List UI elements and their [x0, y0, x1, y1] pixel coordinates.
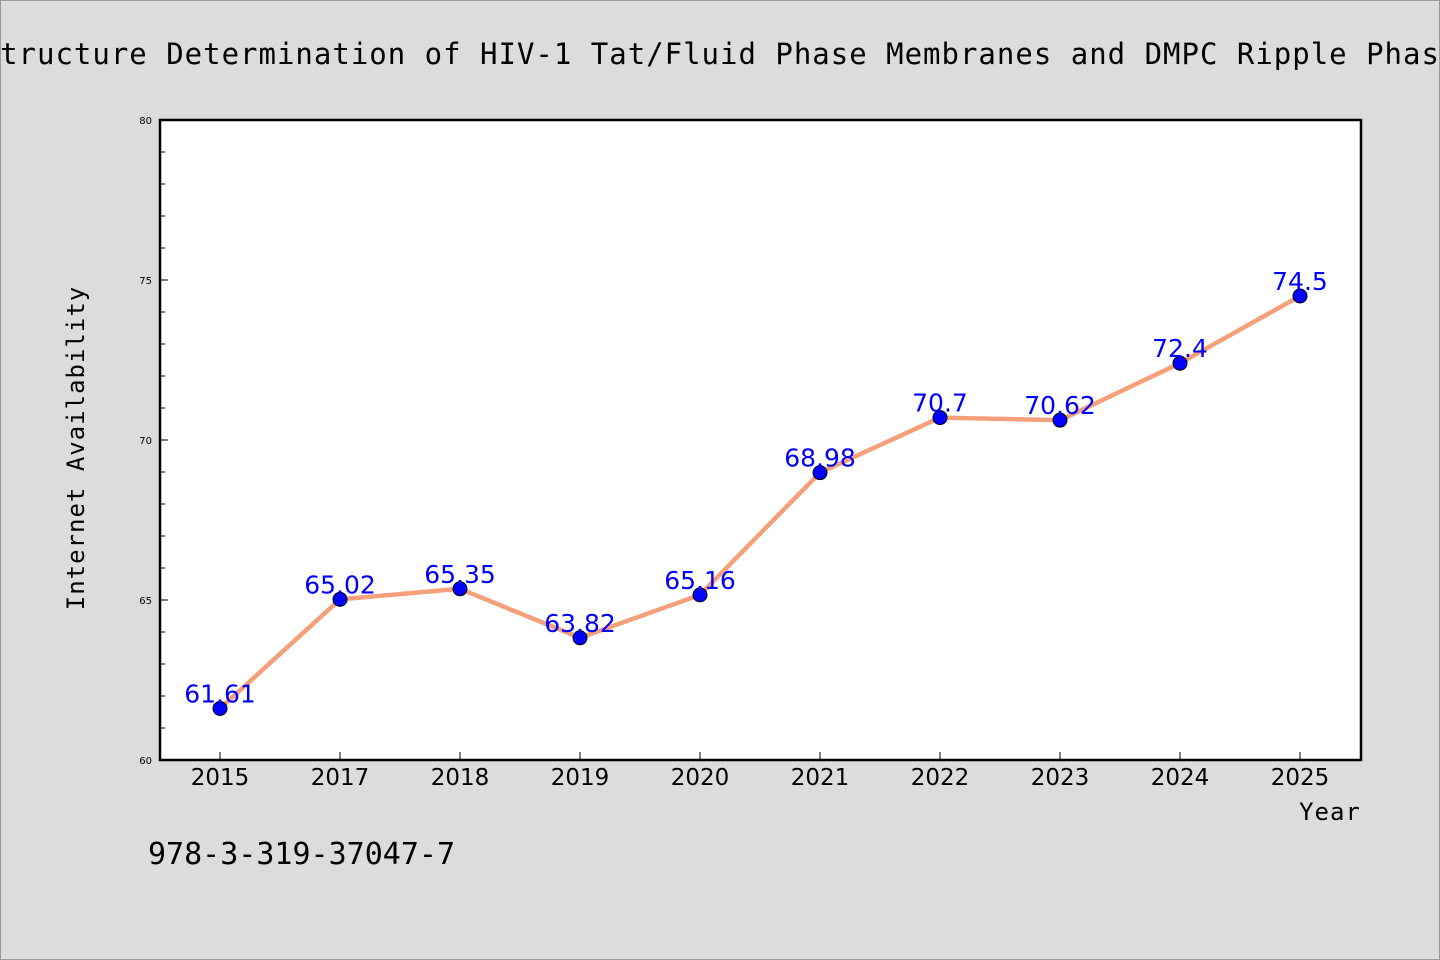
- data-point: [692, 587, 708, 603]
- data-label: 65.35: [424, 560, 496, 589]
- series-layer: 61.61 65.02 65.35 63.82 65.16 68.98 70.7 70.62 7…: [184, 267, 1328, 716]
- data-label: 63.82: [544, 609, 616, 638]
- x-tick-label: 2022: [911, 765, 970, 791]
- data-label: 70.7: [912, 389, 968, 418]
- x-axis: 2015 2017 2018 2019 2020 2021 2022 2023 2024 2025: [191, 752, 1330, 791]
- data-point: [932, 410, 948, 426]
- y-axis-label: Internet Availability: [62, 286, 90, 610]
- data-point: [572, 630, 588, 646]
- y-tick-label: 60: [139, 756, 152, 767]
- data-label: 65.02: [304, 570, 376, 599]
- data-point: [812, 465, 828, 481]
- x-axis-label: Year: [1299, 798, 1361, 826]
- isbn-code: 978-3-319-37047-7: [148, 837, 455, 872]
- data-point: [212, 700, 228, 716]
- data-point: [332, 591, 348, 607]
- series-line: [217, 293, 1303, 711]
- x-tick-label: 2015: [191, 765, 250, 791]
- y-tick-label: 70: [139, 436, 152, 447]
- data-point: [452, 581, 468, 597]
- x-tick-label: 2024: [1151, 765, 1210, 791]
- x-tick-label: 2019: [551, 765, 610, 791]
- data-label: 70.62: [1024, 391, 1096, 420]
- y-tick-label: 65: [139, 596, 152, 607]
- x-tick-label: 2018: [431, 765, 490, 791]
- x-tick-label: 2017: [311, 765, 370, 791]
- data-label: 72.4: [1152, 334, 1208, 363]
- y-axis: 60 65 70 75 80: [139, 116, 168, 767]
- x-tick-label: 2021: [791, 765, 850, 791]
- y-tick-label: 80: [139, 116, 152, 127]
- data-label: 74.5: [1272, 267, 1328, 296]
- x-tick-label: 2025: [1271, 765, 1330, 791]
- data-label: 68.98: [784, 444, 856, 473]
- data-label: 65.16: [664, 566, 736, 595]
- data-point: [1172, 355, 1188, 371]
- data-point: [1052, 412, 1068, 428]
- y-tick-label: 75: [139, 276, 152, 287]
- chart-title: Structure Determination of HIV-1 Tat/Flu…: [0, 37, 1440, 71]
- data-point: [1292, 288, 1308, 304]
- x-tick-label: 2023: [1031, 765, 1090, 791]
- plot-area: [158, 118, 1363, 762]
- data-label: 61.61: [184, 679, 256, 708]
- x-tick-label: 2020: [671, 765, 730, 791]
